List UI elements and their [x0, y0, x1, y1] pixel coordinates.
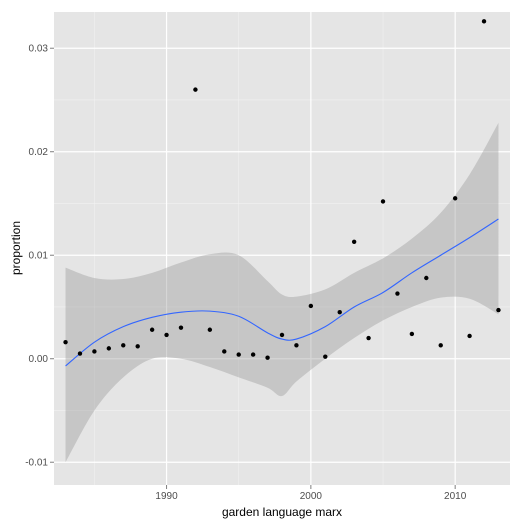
data-point: [250, 352, 256, 357]
data-point: [121, 343, 126, 348]
data-points: [63, 19, 501, 360]
data-point: [496, 307, 501, 313]
data-point: [424, 275, 429, 281]
data-point: [106, 346, 112, 351]
data-point: [366, 335, 371, 341]
smooth-line-layer: [65, 218, 499, 367]
data-point: [149, 327, 155, 332]
y-tick-label: 0.01: [29, 251, 49, 262]
plot-panel: [54, 12, 510, 485]
x-tick-label: 2010: [444, 491, 467, 502]
y-tick-label: 0.03: [29, 44, 49, 55]
data-point: [77, 351, 83, 356]
data-point: [135, 344, 140, 349]
data-point: [438, 343, 443, 348]
data-point: [467, 333, 472, 339]
major-gridlines: [54, 12, 510, 485]
y-axis-title: proportion: [9, 221, 23, 275]
data-point: [63, 339, 68, 345]
y-axis-ticks: -0.01 0.00 0.01 0.02 0.03: [25, 44, 54, 469]
data-point: [265, 355, 270, 360]
data-point: [164, 332, 169, 338]
data-point: [409, 331, 415, 337]
confidence-band-layer: [65, 122, 499, 463]
data-point: [452, 196, 458, 201]
data-point: [207, 327, 213, 332]
x-axis-ticks: 1990 2000 2010: [155, 485, 467, 502]
data-point: [92, 349, 97, 354]
data-point: [337, 309, 342, 315]
data-point: [279, 332, 285, 338]
x-axis-title: garden language marx: [222, 505, 342, 519]
minor-gridlines: [54, 12, 510, 485]
smooth-trend-line: [65, 218, 499, 367]
data-point: [178, 325, 184, 330]
data-point: [395, 291, 400, 296]
data-point: [308, 303, 314, 309]
x-tick-label: 2000: [300, 491, 323, 502]
data-point: [193, 87, 198, 92]
y-tick-label: 0.00: [29, 354, 49, 365]
data-point: [294, 343, 299, 348]
y-tick-label: -0.01: [25, 458, 48, 469]
data-point: [236, 352, 241, 357]
confidence-band: [65, 122, 499, 463]
data-point: [222, 349, 227, 354]
data-point: [323, 354, 328, 359]
x-tick-label: 1990: [155, 491, 178, 502]
y-tick-label: 0.02: [29, 147, 49, 158]
data-point: [380, 199, 386, 204]
data-point: [481, 19, 487, 24]
data-point: [351, 239, 357, 244]
